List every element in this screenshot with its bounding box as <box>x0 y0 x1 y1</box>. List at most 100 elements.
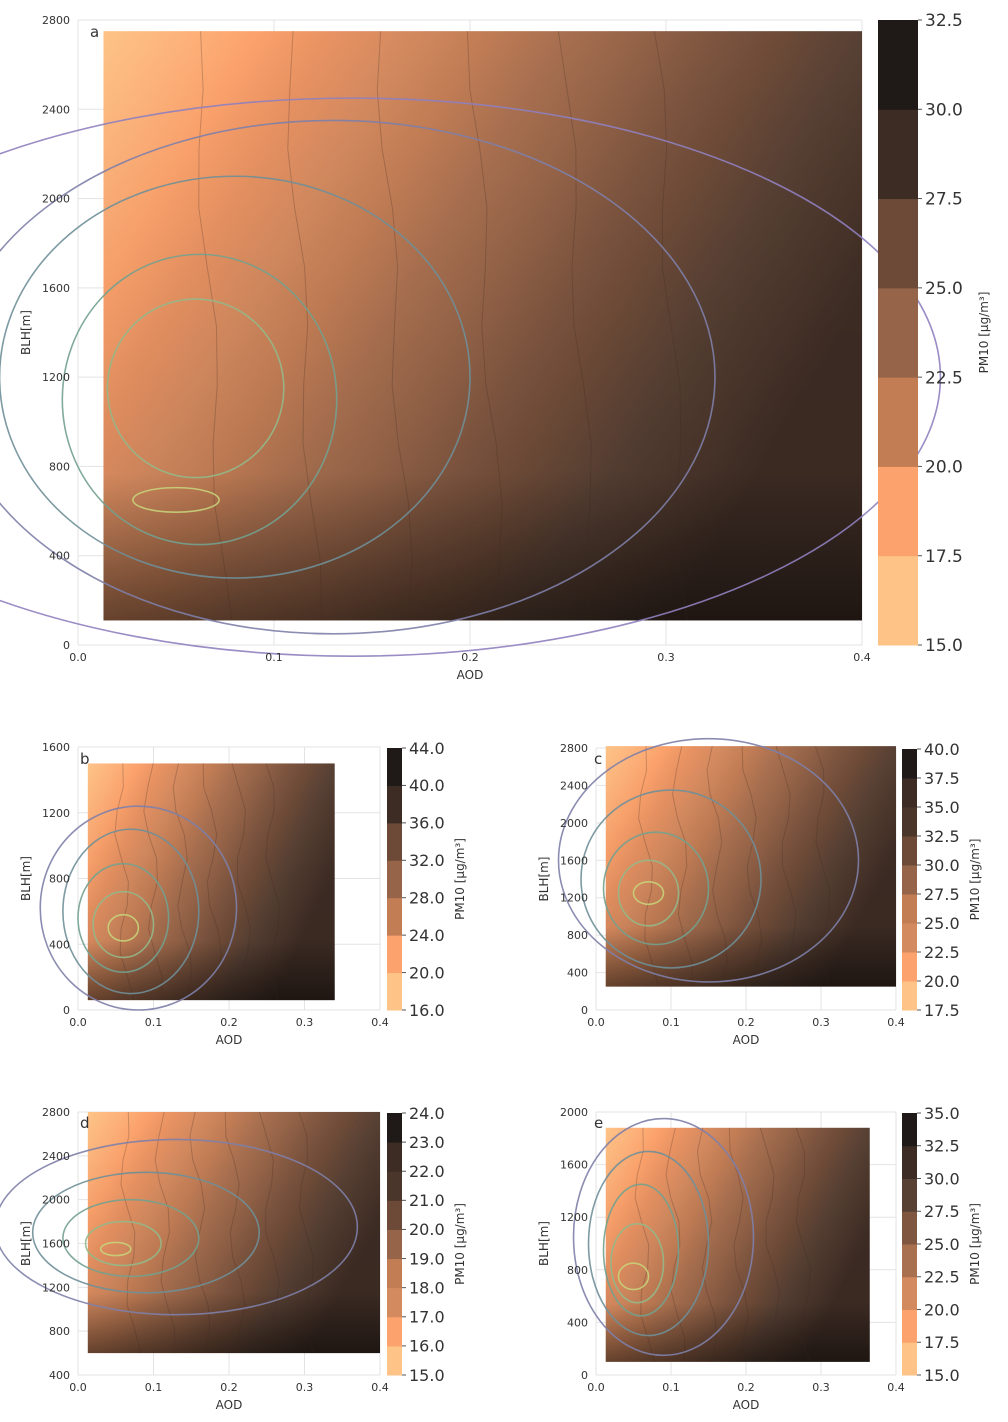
y-tick-label: 2000 <box>42 1194 70 1207</box>
y-tick-label: 2400 <box>42 1150 70 1163</box>
colorbar-band <box>387 1345 402 1376</box>
density-contour <box>617 859 680 927</box>
colorbar-tick-label: 17.0 <box>409 1308 445 1327</box>
colorbar-band <box>902 778 917 808</box>
y-tick-label: 1600 <box>42 282 70 295</box>
x-axis-label: AOD <box>457 668 484 682</box>
y-axis-label: BLH[m] <box>19 1221 33 1266</box>
colorbar-band <box>878 198 918 289</box>
colorbar-tick-label: 30.0 <box>924 856 960 875</box>
colorbar-band <box>902 1113 917 1147</box>
colorbar-tick-label: 36.0 <box>409 814 445 833</box>
density-contour <box>61 253 338 546</box>
y-tick-label: 400 <box>49 550 70 563</box>
band-edge <box>696 1127 718 1362</box>
x-tick-label: 0.2 <box>737 1016 755 1029</box>
y-tick-label: 800 <box>567 929 588 942</box>
band-edge <box>202 763 222 1001</box>
colorbar-label: PM10 [μg/m³] <box>453 1203 467 1285</box>
colorbar-tick-label: 16.0 <box>409 1001 445 1020</box>
y-tick-label: 0 <box>581 1369 588 1382</box>
density-contour <box>602 831 710 946</box>
colorbar-tick-label: 25.0 <box>924 1235 960 1254</box>
x-tick-label: 0.0 <box>69 651 87 664</box>
band-edge <box>795 1127 811 1362</box>
colorbar-band <box>387 897 402 936</box>
panel-letter: c <box>594 750 602 768</box>
colorbar-tick-label: 15.0 <box>925 636 963 656</box>
colorbar-tick-label: 40.0 <box>924 740 960 759</box>
density-contour <box>99 1241 132 1257</box>
pm10-field-shade <box>103 31 863 621</box>
colorbar-tick-label: 30.0 <box>924 1169 960 1188</box>
density-contour <box>557 737 860 983</box>
x-tick-label: 0.0 <box>587 1381 605 1394</box>
band-edge <box>198 31 233 621</box>
colorbar-tick-label: 27.5 <box>925 190 963 210</box>
band-edge <box>653 31 688 621</box>
panel-letter: a <box>90 23 99 41</box>
density-contour <box>31 1171 260 1294</box>
y-tick-label: 2800 <box>42 14 70 27</box>
y-tick-label: 400 <box>49 938 70 951</box>
colorbar-band <box>387 1258 402 1289</box>
y-tick-label: 1600 <box>560 854 588 867</box>
colorbar-tick-label: 25.0 <box>924 914 960 933</box>
x-axis-label: AOD <box>216 1398 243 1412</box>
density-contour <box>106 298 285 479</box>
colorbar-tick-label: 25.0 <box>925 279 963 299</box>
y-tick-label: 800 <box>567 1264 588 1277</box>
y-tick-label: 1600 <box>560 1159 588 1172</box>
band-edge <box>287 31 323 621</box>
y-tick-label: 800 <box>49 873 70 886</box>
colorbar-band <box>902 836 917 866</box>
colorbar-band <box>902 865 917 895</box>
panel-b: 0.0 0.1 0.2 0.3 0.4 0 400 800 1200 1600 AOD BLH[m] b… <box>19 739 467 1047</box>
panel-c: 0.0 0.1 0.2 0.3 0.4 0 400 800 1200 1600 2000 2400 28… <box>537 737 982 1047</box>
x-tick-label: 0.0 <box>587 1016 605 1029</box>
y-tick-label: 800 <box>49 1325 70 1338</box>
colorbar-band <box>878 287 918 378</box>
colorbar-band <box>902 1244 917 1278</box>
colorbar-band <box>902 894 917 924</box>
density-contour <box>0 1138 359 1316</box>
panel-letter: e <box>594 1114 603 1132</box>
colorbar-tick-label: 32.0 <box>409 851 445 870</box>
colorbar-tick-label: 24.0 <box>409 1104 445 1123</box>
density-contour <box>62 828 200 995</box>
density-contour <box>132 486 220 513</box>
band-edge <box>231 763 252 1001</box>
colorbar-tick-label: 17.5 <box>925 547 963 567</box>
pm10-field-shade <box>605 746 896 987</box>
colorbar-band <box>902 1309 917 1343</box>
colorbar-tick-label: 20.0 <box>924 1300 960 1319</box>
x-tick-label: 0.0 <box>69 1016 87 1029</box>
band-edge <box>706 745 728 987</box>
y-tick-label: 2000 <box>42 193 70 206</box>
colorbar-band <box>902 749 917 779</box>
density-contour <box>587 1150 710 1337</box>
colorbar-band <box>387 1171 402 1201</box>
band-edge <box>376 31 413 621</box>
density-contour <box>107 913 140 942</box>
x-tick-label: 0.3 <box>657 651 675 664</box>
colorbar-tick-label: 32.5 <box>924 827 960 846</box>
colorbar-band <box>902 1145 917 1179</box>
band-edge <box>172 763 193 1001</box>
pm10-field-shade <box>87 1112 380 1354</box>
band-edge <box>672 745 693 987</box>
x-tick-label: 0.2 <box>220 1016 238 1029</box>
colorbar-tick-label: 27.5 <box>924 1202 960 1221</box>
y-tick-label: 0 <box>63 639 70 652</box>
colorbar-band <box>387 785 402 824</box>
panel-letter: d <box>80 1114 90 1132</box>
band-edge <box>154 1111 176 1354</box>
y-axis-label: BLH[m] <box>537 1221 551 1266</box>
colorbar-tick-label: 19.0 <box>409 1249 445 1268</box>
colorbar-tick-label: 37.5 <box>924 769 960 788</box>
y-tick-label: 0 <box>63 1004 70 1017</box>
pm10-field-shade <box>87 763 335 1001</box>
colorbar-tick-label: 20.0 <box>409 963 445 982</box>
panel-d: 0.0 0.1 0.2 0.3 0.4 400 800 1200 1600 2000 2400 280… <box>0 1104 467 1412</box>
band-edge <box>634 1127 655 1362</box>
